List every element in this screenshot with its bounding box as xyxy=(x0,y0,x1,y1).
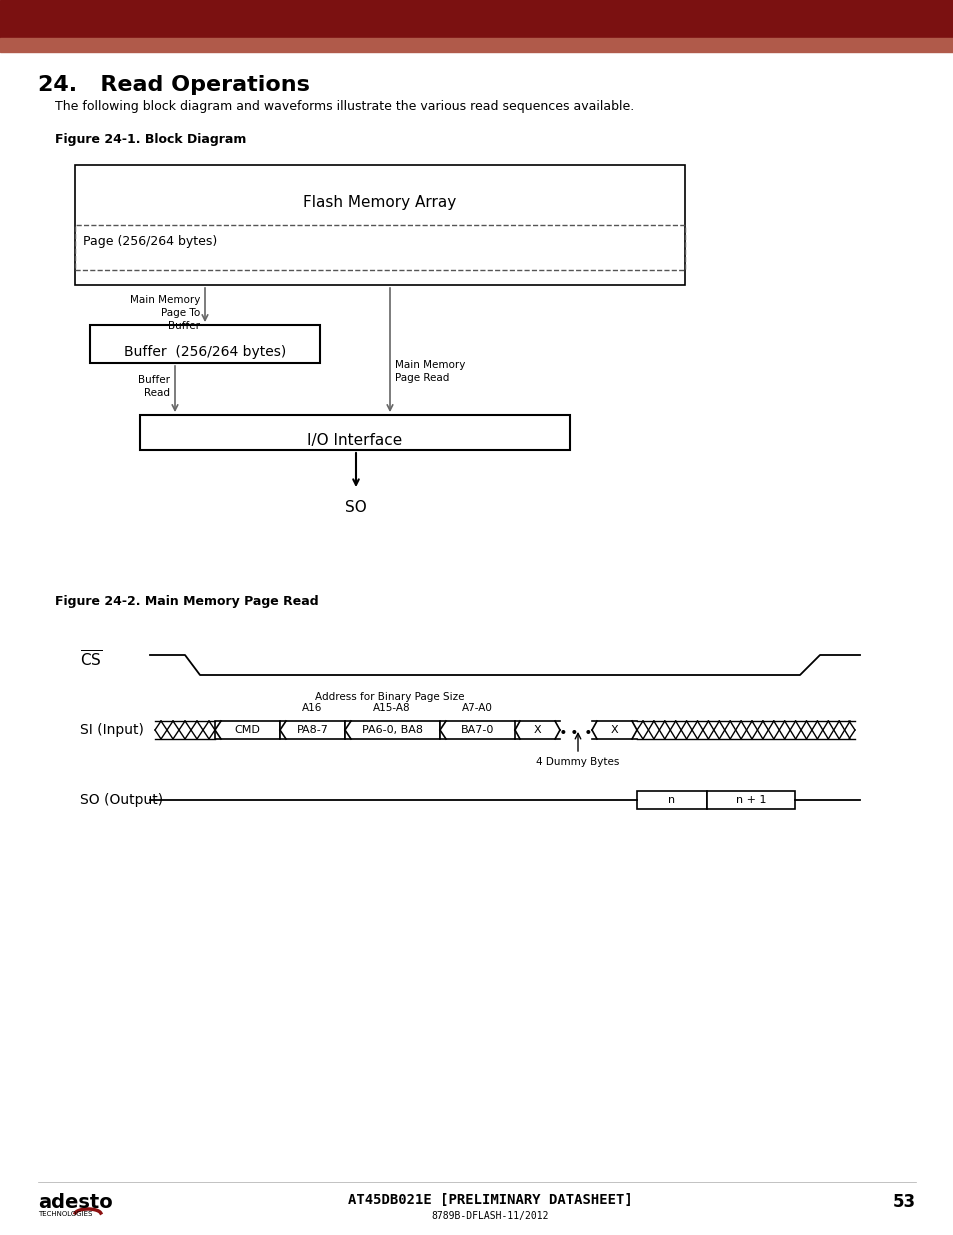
Text: $\bullet\bullet\bullet$: $\bullet\bullet\bullet$ xyxy=(558,722,591,737)
Text: BA7-0: BA7-0 xyxy=(460,725,494,735)
Text: adesto: adesto xyxy=(38,1193,112,1212)
Bar xyxy=(637,790,706,809)
Text: I/O Interface: I/O Interface xyxy=(307,433,402,448)
Text: 53: 53 xyxy=(892,1193,915,1212)
Text: Main Memory
Page To
Buffer: Main Memory Page To Buffer xyxy=(130,295,200,331)
Text: n: n xyxy=(668,795,675,805)
Text: Main Memory
Page Read: Main Memory Page Read xyxy=(395,359,465,383)
Bar xyxy=(140,415,569,450)
Text: A16: A16 xyxy=(301,703,322,713)
Bar xyxy=(345,721,439,739)
Bar xyxy=(214,721,280,739)
Text: Figure 24-2. Main Memory Page Read: Figure 24-2. Main Memory Page Read xyxy=(55,595,318,608)
Text: SI (Input): SI (Input) xyxy=(80,722,144,737)
Bar xyxy=(90,325,319,363)
Text: PA6-0, BA8: PA6-0, BA8 xyxy=(361,725,422,735)
Text: Buffer
Read: Buffer Read xyxy=(138,375,170,398)
Text: 8789B-DFLASH-11/2012: 8789B-DFLASH-11/2012 xyxy=(431,1212,548,1221)
Text: $\overline{\mathrm{CS}}$: $\overline{\mathrm{CS}}$ xyxy=(80,650,102,671)
Text: AT45DB021E [PRELIMINARY DATASHEET]: AT45DB021E [PRELIMINARY DATASHEET] xyxy=(347,1193,632,1207)
Text: A7-A0: A7-A0 xyxy=(461,703,492,713)
Text: TECHNOLOGIES: TECHNOLOGIES xyxy=(38,1212,92,1216)
Bar xyxy=(706,790,794,809)
Bar xyxy=(0,38,953,52)
Text: A15-A8: A15-A8 xyxy=(373,703,411,713)
Text: SO (Output): SO (Output) xyxy=(80,793,163,806)
Text: Address for Binary Page Size: Address for Binary Page Size xyxy=(314,692,464,701)
Text: PA8-7: PA8-7 xyxy=(296,725,328,735)
Text: 4 Dummy Bytes: 4 Dummy Bytes xyxy=(536,757,619,767)
Text: X: X xyxy=(610,725,618,735)
Bar xyxy=(75,165,684,285)
Bar xyxy=(280,721,345,739)
Text: n + 1: n + 1 xyxy=(735,795,765,805)
Bar xyxy=(75,225,684,270)
Text: X: X xyxy=(533,725,540,735)
Text: SO: SO xyxy=(345,500,367,515)
Text: Figure 24-1. Block Diagram: Figure 24-1. Block Diagram xyxy=(55,133,246,146)
Text: Flash Memory Array: Flash Memory Array xyxy=(303,195,456,210)
Text: Page (256/264 bytes): Page (256/264 bytes) xyxy=(83,235,217,248)
Text: CMD: CMD xyxy=(234,725,260,735)
Text: Buffer  (256/264 bytes): Buffer (256/264 bytes) xyxy=(124,345,286,359)
Text: 24.   Read Operations: 24. Read Operations xyxy=(38,75,310,95)
Bar xyxy=(439,721,515,739)
Text: The following block diagram and waveforms illustrate the various read sequences : The following block diagram and waveform… xyxy=(55,100,634,112)
Bar xyxy=(0,0,953,38)
